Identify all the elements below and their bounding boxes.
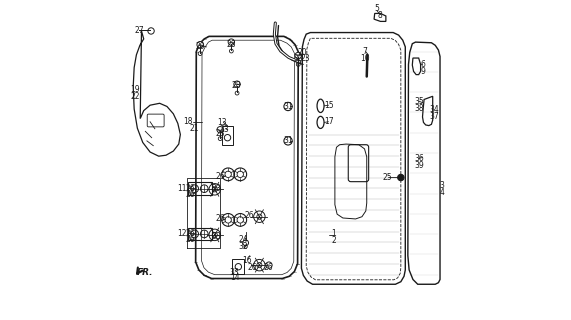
Text: 32: 32: [239, 242, 248, 251]
Circle shape: [228, 39, 235, 45]
Text: 33: 33: [219, 125, 229, 134]
Text: 13: 13: [217, 118, 227, 127]
Text: 22: 22: [130, 92, 140, 101]
Text: 29: 29: [195, 42, 205, 52]
Text: 26: 26: [186, 190, 195, 199]
Circle shape: [217, 126, 223, 133]
Text: 35: 35: [415, 97, 424, 106]
Text: 36: 36: [415, 154, 424, 163]
Text: 14: 14: [230, 273, 239, 282]
Text: 11: 11: [177, 184, 187, 193]
Circle shape: [148, 28, 154, 34]
Text: 2: 2: [332, 236, 336, 245]
Circle shape: [295, 52, 301, 59]
Circle shape: [197, 42, 203, 48]
Text: 33: 33: [230, 268, 239, 277]
Text: 33: 33: [211, 184, 221, 193]
Text: 38: 38: [415, 104, 424, 113]
Text: 34: 34: [430, 105, 440, 114]
Text: 39: 39: [415, 161, 424, 170]
Text: 26: 26: [247, 263, 257, 272]
Text: 26: 26: [215, 172, 225, 181]
Text: 26: 26: [186, 235, 195, 244]
Text: FR.: FR.: [137, 268, 154, 277]
Text: 37: 37: [430, 112, 440, 121]
Text: 17: 17: [325, 117, 334, 126]
Text: 27: 27: [134, 27, 144, 36]
Text: 16: 16: [242, 256, 251, 265]
Text: 26: 26: [263, 263, 273, 272]
Circle shape: [234, 81, 240, 87]
Text: 19: 19: [130, 85, 140, 94]
Text: 12: 12: [177, 229, 187, 238]
Text: 3: 3: [439, 181, 444, 190]
Text: 24: 24: [239, 235, 248, 244]
Text: 26: 26: [215, 214, 225, 223]
Text: 25: 25: [383, 173, 392, 182]
Text: 28: 28: [227, 40, 236, 49]
Text: 31: 31: [284, 136, 293, 145]
Text: 31: 31: [284, 102, 293, 111]
Text: 10: 10: [360, 54, 370, 63]
Text: 28: 28: [215, 129, 225, 138]
Text: 6: 6: [421, 60, 425, 69]
Text: 26: 26: [186, 184, 195, 193]
Text: 21: 21: [190, 124, 199, 133]
Text: 30: 30: [293, 53, 303, 62]
Text: 7: 7: [363, 47, 368, 56]
Text: 20: 20: [297, 48, 307, 57]
Text: 8: 8: [377, 11, 382, 20]
Circle shape: [397, 174, 404, 181]
Text: 26: 26: [244, 211, 254, 220]
Text: 18: 18: [183, 116, 193, 126]
Text: 33: 33: [211, 232, 221, 241]
Text: 9: 9: [421, 67, 425, 76]
Text: 26: 26: [186, 229, 195, 238]
Text: 23: 23: [300, 54, 310, 63]
Text: 28: 28: [231, 81, 241, 90]
Text: 1: 1: [332, 229, 336, 238]
Text: 5: 5: [374, 4, 379, 13]
Text: 15: 15: [325, 101, 334, 110]
Text: 4: 4: [439, 188, 444, 197]
